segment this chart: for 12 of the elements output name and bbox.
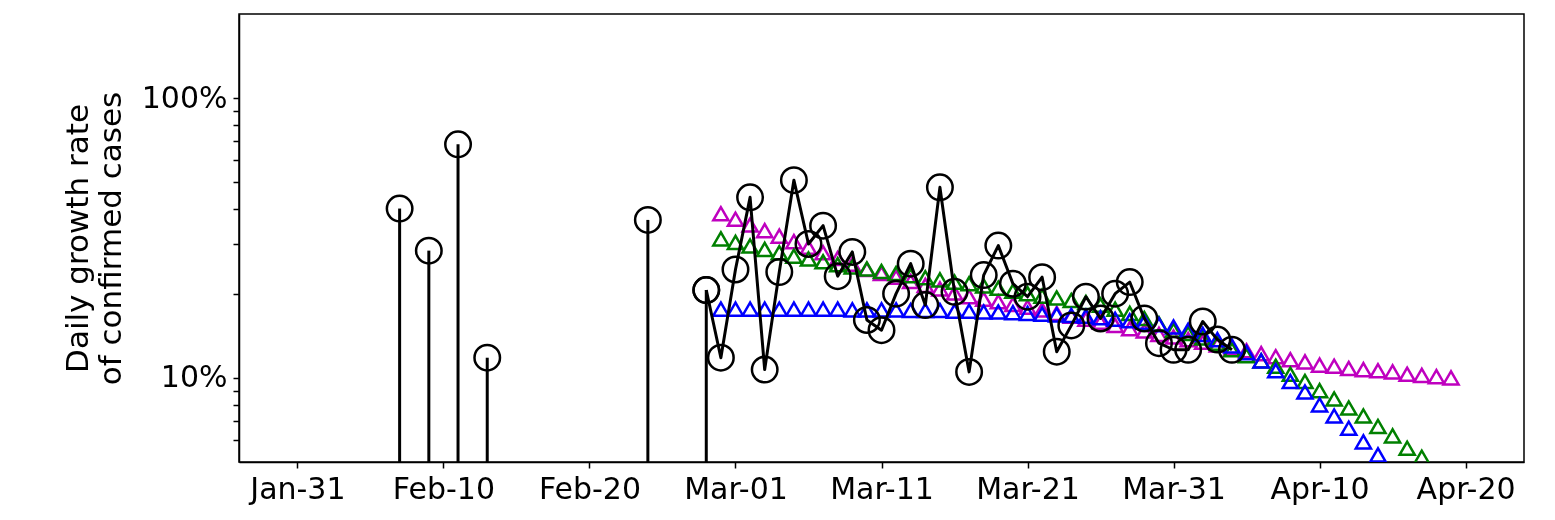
- x-tick-label: Apr-10: [1270, 470, 1370, 506]
- x-tick-label: Jan-31: [248, 470, 346, 506]
- y-tick-label: 100%: [141, 79, 228, 115]
- x-tick-label: Mar-11: [830, 470, 934, 506]
- x-tick-label: Mar-01: [684, 470, 788, 506]
- y-tick-label: 10%: [160, 359, 228, 395]
- x-tick-label: Mar-21: [976, 470, 1080, 506]
- x-tick-label: Mar-31: [1122, 470, 1226, 506]
- x-tick-label: Feb-20: [538, 470, 642, 506]
- y-axis-title: Daily growth rate of confirmed cases: [58, 91, 128, 386]
- x-tick-label: Apr-20: [1416, 470, 1516, 506]
- x-tick-label: Feb-10: [392, 470, 495, 506]
